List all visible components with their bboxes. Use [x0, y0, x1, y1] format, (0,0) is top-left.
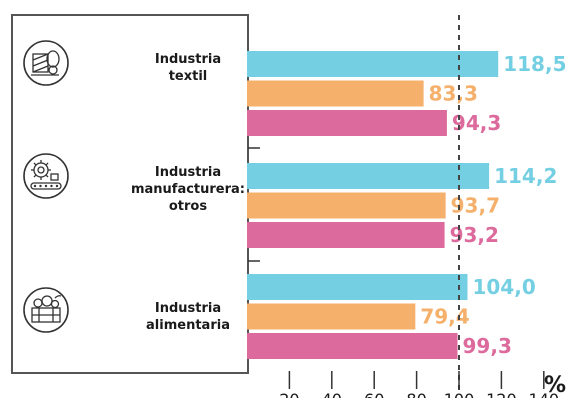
x-tick-label: 140 [529, 390, 560, 398]
bar [247, 192, 446, 219]
food-crate-icon [23, 287, 69, 333]
category-label: otros [169, 199, 207, 214]
x-tick-label: 40 [322, 390, 342, 398]
value-label: 93,2 [450, 223, 499, 247]
category-label: alimentaria [146, 318, 230, 333]
category-label: Industria [155, 301, 221, 316]
bar [247, 163, 490, 189]
category-label: Industria [155, 165, 221, 180]
value-label: 114,2 [494, 164, 557, 188]
x-tick-label: 60 [364, 390, 384, 398]
textile-roll-icon [23, 40, 69, 86]
x-tick-label: 120 [486, 390, 517, 398]
value-label: 83,3 [429, 82, 478, 106]
bar [247, 333, 458, 359]
x-tick-label: 100 [444, 390, 475, 398]
value-label: 94,3 [452, 111, 501, 135]
value-label: 79,4 [420, 305, 469, 329]
category-label: manufacturera: [131, 182, 245, 197]
gear-conveyor-icon [23, 153, 69, 199]
bar [247, 51, 499, 77]
bar [247, 110, 447, 136]
category-label: Industria [155, 52, 221, 67]
value-label: 104,0 [472, 275, 535, 299]
value-label: 99,3 [463, 334, 512, 358]
bar [247, 80, 424, 107]
x-unit-label: % [544, 373, 566, 398]
bar [247, 274, 468, 300]
category-label: textil [169, 69, 208, 84]
x-tick-label: 20 [279, 390, 299, 398]
value-label: 118,5 [503, 52, 566, 76]
x-tick-label: 80 [406, 390, 426, 398]
bar [247, 303, 416, 330]
bar [247, 222, 445, 248]
